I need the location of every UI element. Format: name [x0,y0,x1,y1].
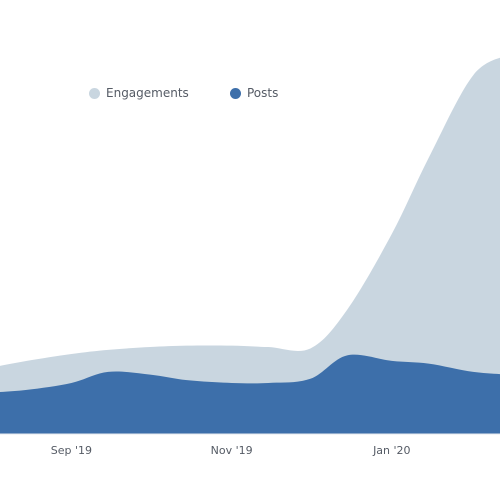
x-tick-label: Nov '19 [211,444,253,457]
area-series-posts[interactable] [0,354,500,434]
area-series-engagements[interactable] [0,55,500,435]
chart-areas [0,55,500,435]
legend-engagements-dot [89,87,100,99]
legend-item-posts[interactable]: Posts [230,86,278,100]
legend: Engagements Posts [0,86,500,106]
legend-posts-label: Posts [247,86,279,100]
x-tick-label: Jan '20 [372,444,410,457]
legend-posts-dot [230,87,241,99]
legend-engagements-label: Engagements [106,86,189,100]
x-tick-label: Sep '19 [51,444,92,457]
legend-item-engagements[interactable]: Engagements [89,86,189,100]
x-axis-tick-labels: Sep '19 Nov '19 Jan '20 [51,444,411,457]
